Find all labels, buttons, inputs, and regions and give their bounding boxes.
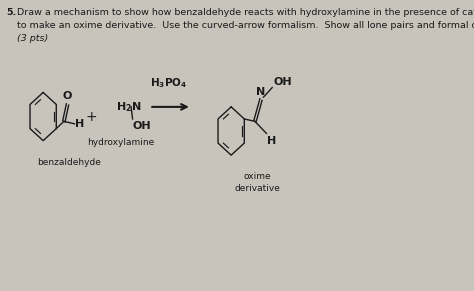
Text: 5.: 5. — [7, 8, 17, 17]
Text: $\mathdefault{H_3PO_4}$: $\mathdefault{H_3PO_4}$ — [150, 76, 188, 90]
Text: O: O — [63, 91, 72, 101]
Text: H: H — [267, 136, 276, 146]
Text: OH: OH — [273, 77, 292, 87]
Text: hydroxylamine: hydroxylamine — [87, 138, 154, 147]
Text: oxime
derivative: oxime derivative — [234, 172, 280, 193]
Text: N: N — [256, 87, 265, 97]
Text: H: H — [75, 119, 85, 129]
Text: OH: OH — [133, 121, 151, 131]
Text: Draw a mechanism to show how benzaldehyde reacts with hydroxylamine in the prese: Draw a mechanism to show how benzaldehyd… — [18, 8, 474, 17]
Text: $\mathdefault{H_2N}$: $\mathdefault{H_2N}$ — [116, 100, 141, 114]
Text: +: + — [86, 109, 98, 124]
Text: to make an oxime derivative.  Use the curved-arrow formalism.  Show all lone pai: to make an oxime derivative. Use the cur… — [18, 21, 474, 30]
Text: benzaldehyde: benzaldehyde — [37, 157, 101, 166]
Text: (3 pts): (3 pts) — [18, 34, 49, 43]
